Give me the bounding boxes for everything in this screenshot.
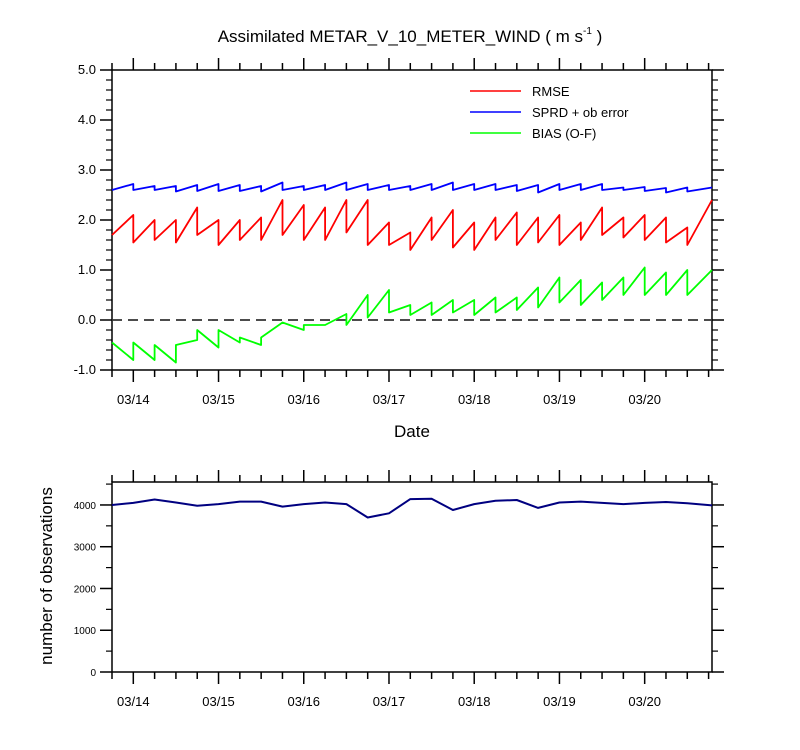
y-tick-label: 5.0 — [78, 62, 96, 77]
bottom-axis-ticks — [100, 470, 724, 684]
x-tick-label: 03/15 — [202, 392, 235, 407]
x-axis-label: Date — [394, 422, 430, 441]
x-tick-label: 03/17 — [373, 392, 406, 407]
y-tick-label: 0 — [90, 668, 96, 679]
series-line-bias-o-f — [111, 266, 713, 364]
top-series-group — [111, 181, 713, 364]
legend: RMSE SPRD + ob error BIAS (O-F) — [470, 84, 629, 141]
title-superscript: -1 — [583, 26, 592, 37]
y-tick-label: 2000 — [74, 584, 97, 595]
series-line-rmse — [111, 199, 713, 251]
x-tick-label: 03/14 — [117, 392, 150, 407]
y-tick-label: -1.0 — [74, 362, 96, 377]
x-tick-label: 03/17 — [373, 694, 406, 709]
y-tick-label: 1.0 — [78, 262, 96, 277]
y-tick-label: 0.0 — [78, 312, 96, 327]
top-x-tick-labels: 03/14 03/15 03/16 03/17 03/18 03/19 03/20 — [117, 392, 661, 407]
y-tick-label: 1000 — [74, 626, 97, 637]
series-line-sprd-ob-error — [111, 181, 713, 194]
y-axis-label-observations: number of observations — [37, 487, 56, 665]
bottom-y-tick-labels: 0 1000 2000 3000 4000 — [74, 501, 97, 679]
y-tick-label: 3.0 — [78, 162, 96, 177]
y-tick-label: 3000 — [74, 543, 97, 554]
x-tick-label: 03/20 — [628, 392, 661, 407]
y-tick-label: 4000 — [74, 501, 97, 512]
bottom-plot-frame — [111, 481, 713, 673]
bottom-series-group — [111, 497, 713, 519]
legend-label-rmse: RMSE — [532, 84, 570, 99]
x-tick-label: 03/15 — [202, 694, 235, 709]
x-tick-label: 03/18 — [458, 392, 491, 407]
legend-label-sprd: SPRD + ob error — [532, 105, 629, 120]
x-tick-label: 03/18 — [458, 694, 491, 709]
x-tick-label: 03/14 — [117, 694, 150, 709]
legend-label-bias: BIAS (O-F) — [532, 126, 596, 141]
y-tick-label: 2.0 — [78, 212, 96, 227]
top-y-tick-labels: -1.0 0.0 1.0 2.0 3.0 4.0 5.0 — [74, 62, 96, 377]
top-axis-ticks — [100, 58, 724, 382]
x-tick-label: 03/20 — [628, 694, 661, 709]
y-tick-label: 4.0 — [78, 112, 96, 127]
x-tick-label: 03/16 — [287, 694, 320, 709]
x-tick-label: 03/16 — [287, 392, 320, 407]
x-tick-label: 03/19 — [543, 392, 576, 407]
bottom-x-tick-labels: 03/14 03/15 03/16 03/17 03/18 03/19 03/20 — [117, 694, 661, 709]
chart-title: Assimilated METAR_V_10_METER_WIND ( m s-… — [218, 26, 603, 46]
series-line-observations — [111, 497, 713, 519]
x-tick-label: 03/19 — [543, 694, 576, 709]
